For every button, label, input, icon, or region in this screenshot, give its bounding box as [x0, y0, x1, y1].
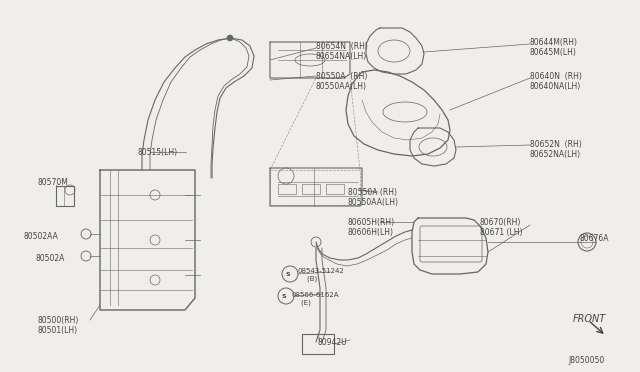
Bar [302, 334, 334, 354]
Text: 80644M(RH)
80645M(LH): 80644M(RH) 80645M(LH) [530, 38, 578, 57]
Text: 80570M: 80570M [38, 178, 69, 187]
Text: S: S [282, 294, 286, 298]
Text: 80550A (RH)
80550AA(LH): 80550A (RH) 80550AA(LH) [348, 188, 399, 208]
Circle shape [227, 35, 233, 41]
Text: 80676A: 80676A [580, 234, 609, 243]
Text: 80652N  (RH)
80652NA(LH): 80652N (RH) 80652NA(LH) [530, 140, 582, 159]
Text: 80670(RH)
80671 (LH): 80670(RH) 80671 (LH) [480, 218, 522, 237]
Text: 80502AA: 80502AA [24, 232, 59, 241]
Text: 80654N  (RH)
80654NA(LH): 80654N (RH) 80654NA(LH) [316, 42, 368, 61]
Bar [278, 184, 296, 194]
Text: 80550A  (RH)
80550AA(LH): 80550A (RH) 80550AA(LH) [316, 72, 367, 92]
Text: 08543-51242
    (B): 08543-51242 (B) [298, 268, 345, 282]
Text: 80502A: 80502A [36, 254, 65, 263]
Text: 80942U: 80942U [318, 338, 348, 347]
Bar [302, 184, 320, 194]
Text: J8050050: J8050050 [568, 356, 604, 365]
Text: 08566-6162A
    (E): 08566-6162A (E) [292, 292, 339, 305]
Text: 80640N  (RH)
80640NA(LH): 80640N (RH) 80640NA(LH) [530, 72, 582, 92]
Text: 80605H(RH)
80606H(LH): 80605H(RH) 80606H(LH) [348, 218, 395, 237]
Text: FRONT: FRONT [573, 314, 606, 324]
Text: 80500(RH)
80501(LH): 80500(RH) 80501(LH) [38, 316, 79, 336]
Text: 80515(LH): 80515(LH) [138, 148, 178, 157]
Bar [326, 184, 344, 194]
Text: S: S [285, 272, 291, 276]
